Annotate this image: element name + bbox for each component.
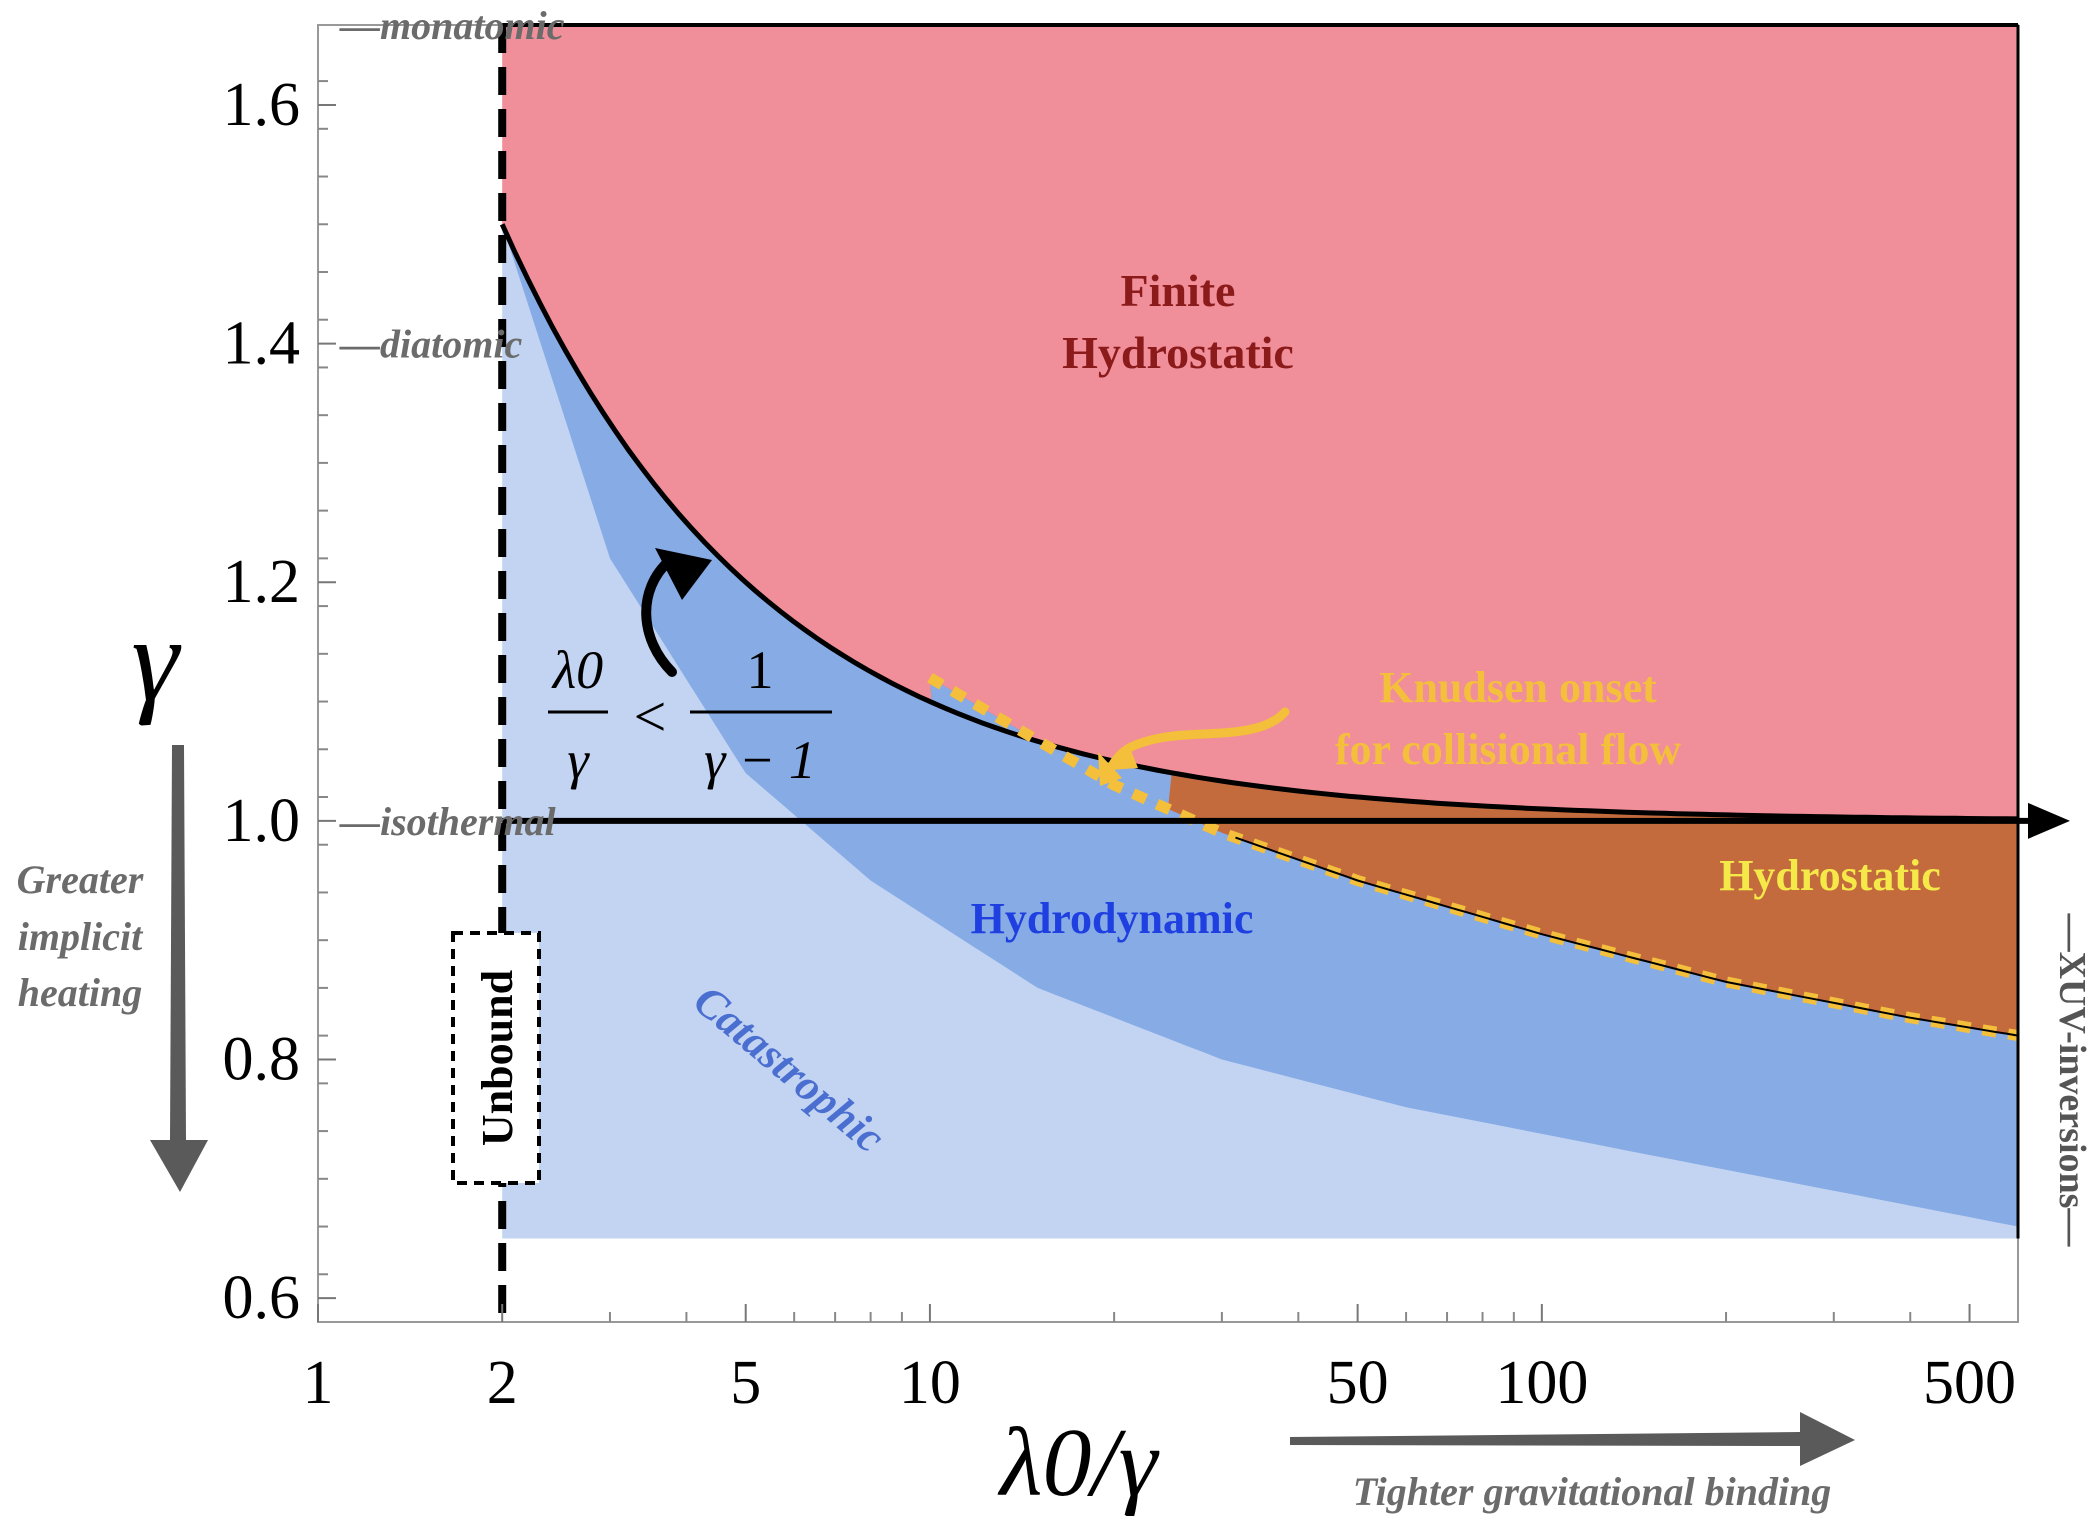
y-tick-label: 0.6: [223, 1264, 301, 1332]
x-tick-label: 500: [1923, 1349, 2016, 1417]
heating-arrow-shaft: [170, 745, 186, 1140]
finite-label-line1: Finite: [1121, 265, 1236, 316]
hydrodynamic-region: [502, 224, 2018, 1227]
x-tick-label: 50: [1327, 1349, 1389, 1417]
hydrostatic-region: [929, 677, 2018, 1036]
y-tick-label: 1.2: [223, 548, 301, 616]
knudsen-pointer: [1105, 707, 1290, 775]
finite-label-line2: Hydrostatic: [1062, 327, 1294, 378]
formula-arrow-head-icon: [655, 548, 712, 600]
knudsen-label-line1: Knudsen onset: [1379, 663, 1657, 712]
condition-formula: λ0 γ < 1 γ − 1: [548, 640, 832, 790]
heating-line3: heating: [18, 970, 142, 1015]
y-tick-label: 1.0: [223, 787, 301, 855]
formula-right-den: γ − 1: [704, 730, 816, 790]
formula-op: <: [634, 684, 667, 749]
binding-arrow-head-icon: [1800, 1412, 1855, 1466]
x-tick-label: 100: [1495, 1349, 1588, 1417]
knudsen-pointer-head-icon: [1098, 748, 1138, 786]
binding-arrow-shaft: [1290, 1432, 1800, 1446]
x-tick-label: 1: [303, 1349, 334, 1417]
hydrostatic-label: Hydrostatic: [1719, 851, 1941, 900]
reference-label: —isothermal: [339, 799, 556, 844]
knudsen-boundary-edge: [1235, 836, 2019, 1037]
unbound-box: [451, 931, 541, 1185]
y-tick-label: 1.4: [223, 310, 301, 378]
finite-hydrostatic-boundary: [499, 223, 2019, 822]
reference-labels: —monatomic —diatomic —isothermal: [339, 3, 565, 844]
unbound-label: Unbound: [473, 970, 522, 1146]
reference-label: —diatomic: [339, 322, 522, 367]
y-tick-label: 0.8: [223, 1025, 301, 1093]
isothermal-arrow-icon: [2028, 802, 2070, 839]
y-axis-title: γ: [131, 593, 181, 726]
x-axis-title: λ0/γ: [997, 1409, 1160, 1517]
formula-right-num: 1: [747, 640, 774, 700]
heating-arrow-head-icon: [150, 1140, 208, 1192]
minor-ticks: [318, 80, 1912, 1322]
x-tick-label: 5: [730, 1349, 761, 1417]
knudsen-label-line2: for collisional flow: [1335, 725, 1682, 774]
y-tick-labels: 0.6 0.8 1.0 1.2 1.4 1.6: [223, 71, 336, 1332]
x-tick-label: 10: [899, 1349, 961, 1417]
formula-left-num: λ0: [551, 640, 603, 700]
finite-hydrostatic-region: [502, 25, 2018, 819]
binding-label: Tighter gravitational binding: [1353, 1469, 1832, 1514]
y-tick-label: 1.6: [223, 71, 301, 139]
heating-line1: Greater: [17, 857, 144, 902]
xuv-label: —XUV-inversions—: [2051, 913, 2093, 1248]
reference-label: —monatomic: [339, 3, 565, 48]
heating-line2: implicit: [18, 914, 144, 959]
x-tick-label: 2: [487, 1349, 518, 1417]
x-tick-labels: 1 2 5 10 50 100 500: [303, 1304, 2016, 1417]
hydrodynamic-label: Hydrodynamic: [971, 894, 1254, 943]
formula-left-den: γ: [567, 730, 590, 790]
